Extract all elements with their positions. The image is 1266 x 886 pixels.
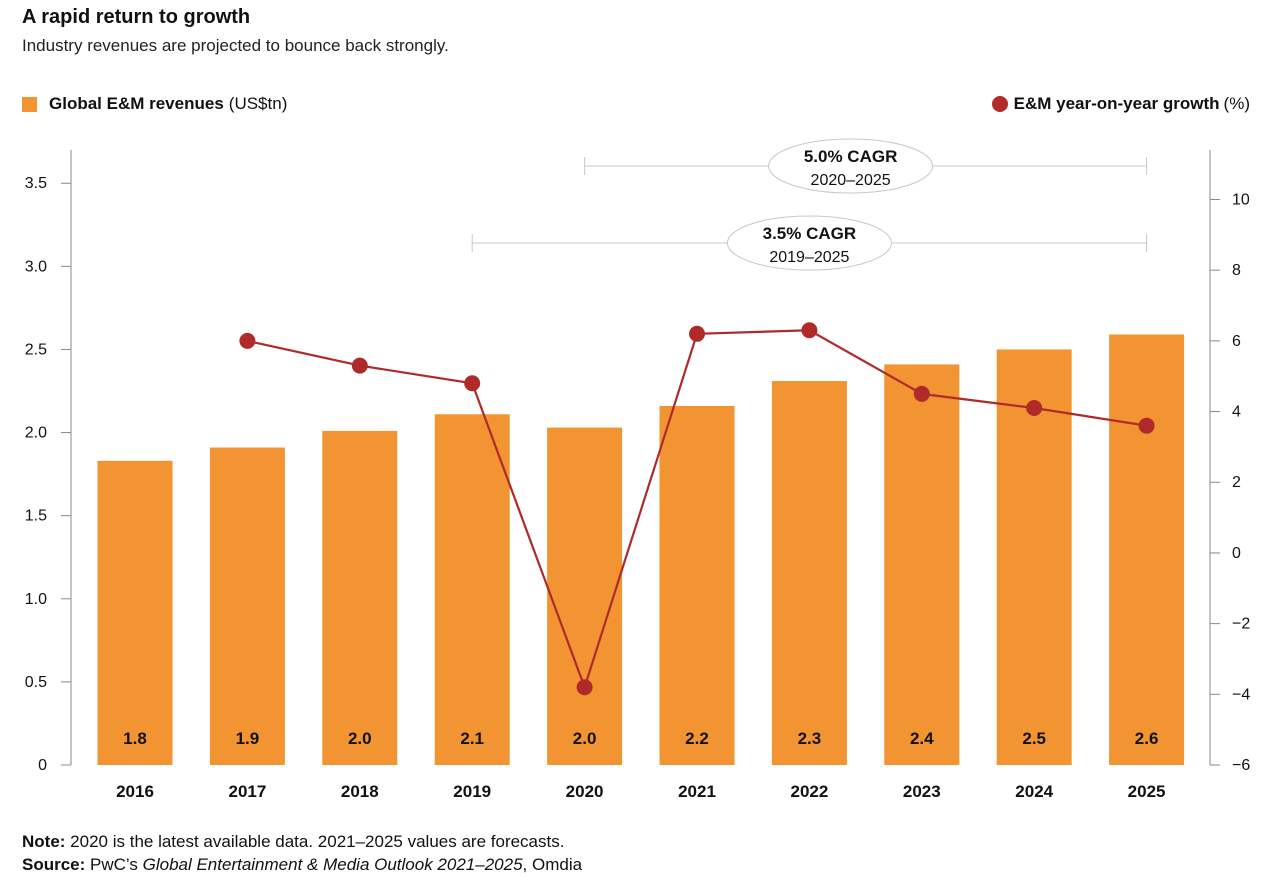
legend-line-label: E&M year-on-year growth [1013, 94, 1220, 113]
chart-title: A rapid return to growth [22, 6, 251, 28]
source-label: Source: [22, 855, 86, 874]
revenue-bar [434, 414, 510, 765]
bar-value-label: 2.6 [1135, 729, 1159, 748]
x-tick-label: 2018 [341, 782, 379, 801]
cagr-title: 3.5% CAGR [763, 224, 857, 243]
x-tick-label: 2021 [678, 782, 716, 801]
left-tick-label: 3.5 [25, 175, 47, 192]
right-tick-label: 0 [1232, 545, 1241, 562]
left-tick-label: 0 [38, 757, 47, 774]
bar-value-label: 2.2 [685, 729, 709, 748]
note-label: Note: [22, 832, 66, 851]
source-line: Source: PwC’s Global Entertainment & Med… [22, 855, 582, 875]
cagr-title: 5.0% CAGR [804, 147, 898, 166]
right-tick-label: 6 [1232, 333, 1241, 350]
left-tick-label: 2.5 [25, 341, 47, 358]
note-text: 2020 is the latest available data. 2021–… [65, 832, 565, 851]
x-tick-label: 2016 [116, 782, 154, 801]
legend-growth: E&M year-on-year growth (%) [991, 94, 1250, 114]
x-tick-label: 2017 [228, 782, 266, 801]
source-title: Global Entertainment & Media Outlook 202… [142, 855, 523, 874]
legend-revenues: Global E&M revenues (US$tn) [22, 94, 287, 114]
right-tick-label: −2 [1232, 616, 1250, 633]
right-tick-label: 2 [1232, 474, 1241, 491]
left-tick-label: 3.0 [25, 258, 47, 275]
cagr-bubble [768, 138, 934, 194]
growth-point [1026, 400, 1043, 417]
legend-bar-swatch [22, 96, 37, 112]
bar-value-label: 1.9 [236, 729, 260, 748]
x-tick-label: 2025 [1128, 782, 1166, 801]
growth-point [464, 375, 481, 392]
left-tick-label: 2.0 [25, 425, 47, 442]
bar-value-label: 1.8 [123, 729, 147, 748]
x-tick-label: 2024 [1015, 782, 1053, 801]
source-suffix: , Omdia [522, 855, 583, 874]
growth-point [351, 357, 368, 374]
bar-value-label: 2.3 [798, 729, 822, 748]
right-tick-label: −4 [1232, 686, 1250, 703]
x-tick-label: 2023 [903, 782, 941, 801]
bar-value-label: 2.4 [910, 729, 934, 748]
revenue-bar [996, 349, 1072, 765]
right-tick-label: −6 [1232, 757, 1250, 774]
x-tick-label: 2019 [453, 782, 491, 801]
x-tick-label: 2022 [790, 782, 828, 801]
growth-point [689, 325, 705, 342]
chart-subtitle: Industry revenues are projected to bounc… [22, 36, 449, 55]
right-tick-label: 8 [1232, 262, 1241, 279]
source-prefix: PwC’s [85, 855, 143, 874]
note-line: Note: 2020 is the latest available data.… [22, 832, 564, 852]
revenue-bar [884, 364, 960, 765]
left-tick-label: 1.5 [25, 508, 47, 525]
bar-value-label: 2.1 [460, 729, 484, 748]
revenue-bar [547, 427, 623, 765]
bar-value-label: 2.5 [1022, 729, 1046, 748]
revenue-bar [97, 460, 173, 765]
growth-point [239, 332, 256, 349]
cagr-period: 2019–2025 [769, 249, 849, 266]
right-tick-label: 10 [1232, 191, 1250, 208]
legend-bar-unit: (US$tn) [228, 94, 288, 113]
cagr-bubble [726, 215, 892, 271]
growth-point [801, 322, 818, 339]
revenue-bar [209, 447, 285, 765]
legend-line-marker [991, 96, 1008, 112]
legend-line-unit: (%) [1223, 94, 1250, 113]
cagr-period: 2020–2025 [811, 172, 891, 189]
revenue-bar [659, 405, 735, 765]
right-tick-label: 4 [1232, 404, 1241, 421]
growth-point [1138, 417, 1155, 434]
bar-value-label: 2.0 [573, 729, 597, 748]
revenue-bar [322, 430, 398, 765]
legend-bar-label: Global E&M revenues [49, 94, 224, 113]
bar-value-label: 2.0 [348, 729, 372, 748]
left-tick-label: 1.0 [25, 591, 47, 608]
left-tick-label: 0.5 [25, 674, 47, 691]
revenue-bar [1109, 334, 1185, 765]
growth-point [576, 679, 593, 696]
x-tick-label: 2020 [566, 782, 604, 801]
growth-point [913, 385, 930, 402]
revenue-bar [771, 381, 847, 765]
